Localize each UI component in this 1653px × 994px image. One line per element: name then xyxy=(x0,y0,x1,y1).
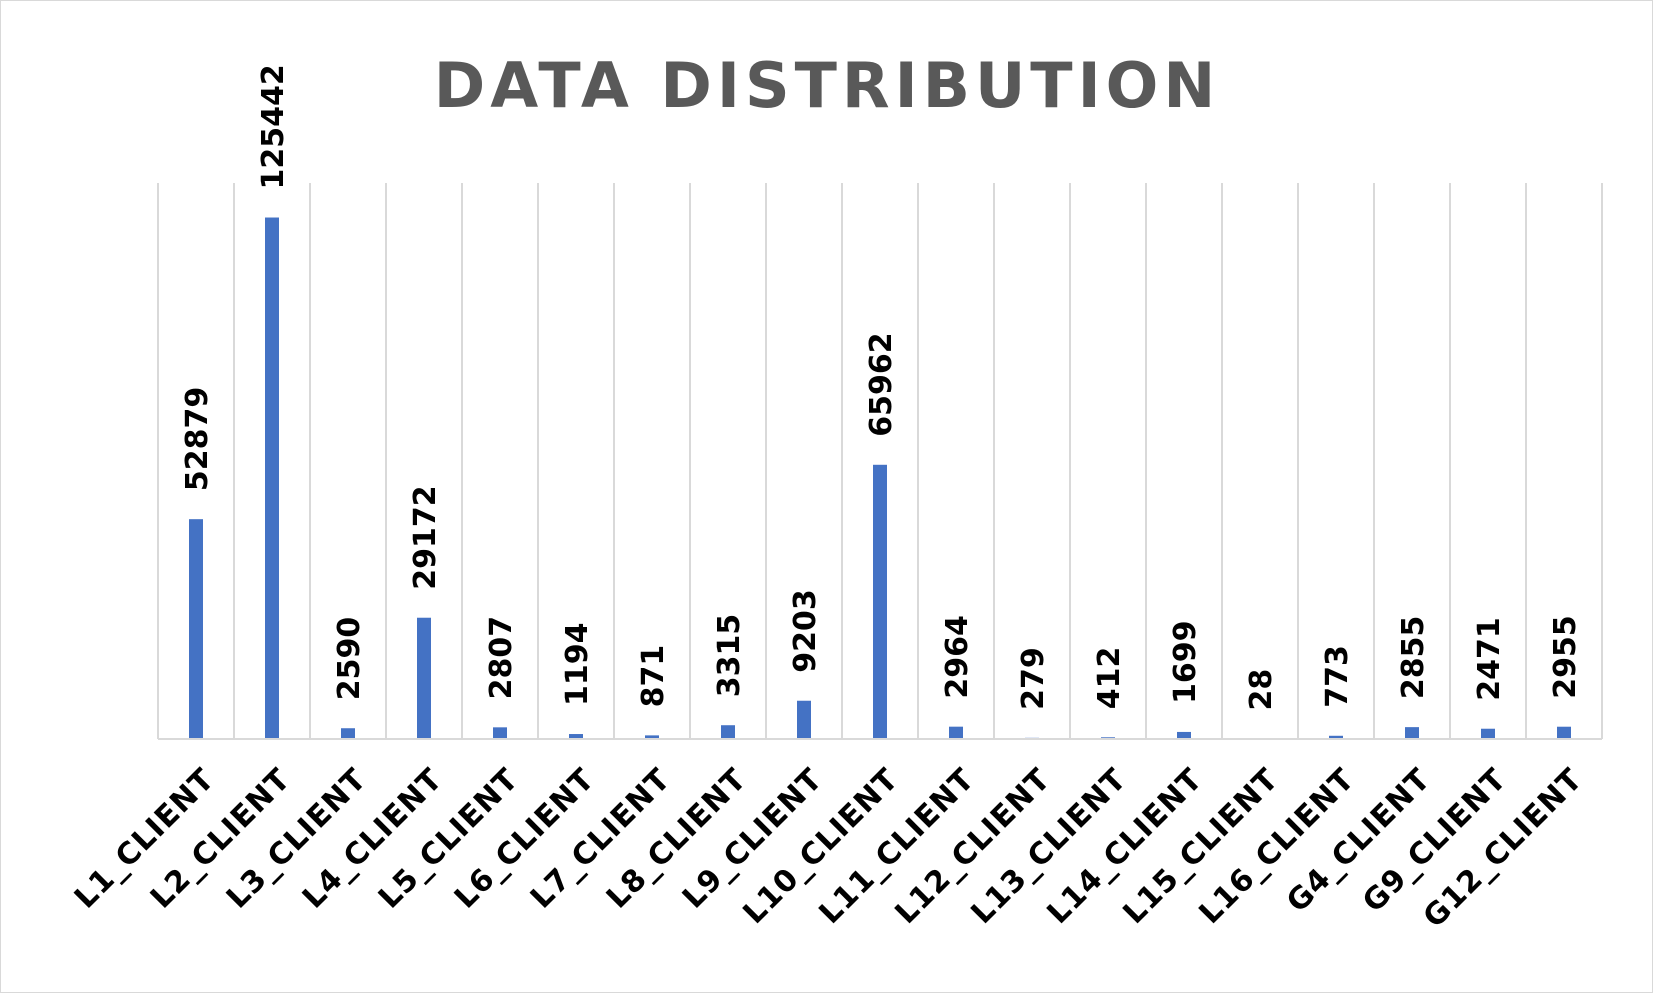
bar xyxy=(797,700,811,739)
data-label: 65962 xyxy=(864,332,899,436)
gridlines xyxy=(157,183,1603,739)
data-label: 871 xyxy=(636,645,671,708)
bar xyxy=(417,617,431,739)
bar xyxy=(1557,726,1571,739)
bars xyxy=(189,217,1571,740)
bar xyxy=(949,726,963,739)
data-label: 2807 xyxy=(484,616,519,700)
bar xyxy=(493,727,507,739)
data-label: 2955 xyxy=(1548,615,1583,699)
data-label: 773 xyxy=(1320,645,1355,708)
bar xyxy=(1405,727,1419,739)
data-label: 279 xyxy=(1016,647,1051,710)
data-label: 2471 xyxy=(1472,617,1507,701)
bar xyxy=(645,735,659,739)
data-label: 125442 xyxy=(256,64,291,189)
data-label: 52879 xyxy=(180,387,215,491)
data-label: 1194 xyxy=(560,623,595,707)
bar xyxy=(189,519,203,739)
data-label: 28 xyxy=(1244,669,1279,711)
data-label: 9203 xyxy=(788,589,823,673)
bar xyxy=(569,734,583,739)
bar xyxy=(1177,731,1191,739)
chart-title: DATA DISTRIBUTION xyxy=(434,49,1221,122)
data-label: 412 xyxy=(1092,647,1127,710)
data-label: 3315 xyxy=(712,614,747,698)
bar xyxy=(341,728,355,739)
data-label: 2964 xyxy=(940,615,975,699)
x-tick-labels: L1_CLIENTL2_CLIENTL3_CLIENTL4_CLIENTL5_C… xyxy=(68,762,1590,935)
bar xyxy=(1481,728,1495,739)
bar xyxy=(1329,735,1343,739)
data-label: 2855 xyxy=(1396,616,1431,700)
bar xyxy=(721,725,735,739)
bar xyxy=(265,217,279,740)
data-label: 29172 xyxy=(408,485,443,589)
bar xyxy=(873,464,887,739)
data-label: 2590 xyxy=(332,617,367,701)
data-label: 1699 xyxy=(1168,620,1203,704)
data-labels: 52879 125442 2590 29172 2807 1194 871 3315 9203 6… xyxy=(180,64,1583,710)
